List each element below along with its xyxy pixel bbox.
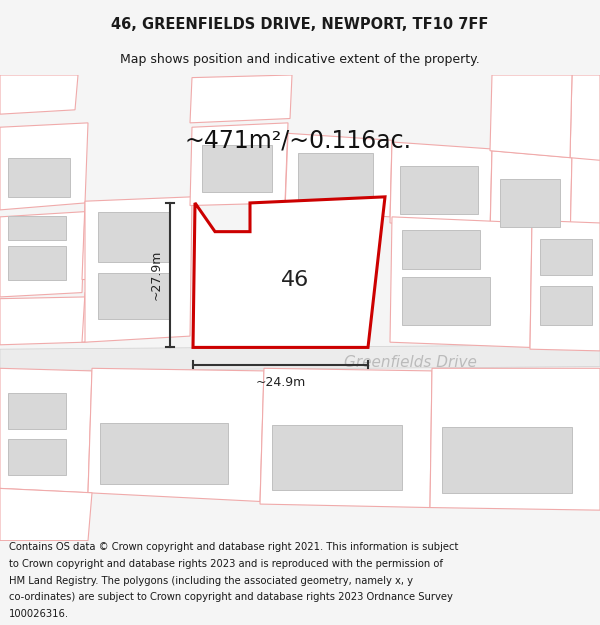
Bar	[8, 392, 66, 429]
Bar	[500, 179, 560, 228]
Text: Greenfields Drive: Greenfields Drive	[344, 355, 476, 370]
Polygon shape	[85, 197, 192, 342]
Polygon shape	[0, 75, 78, 114]
Polygon shape	[0, 297, 85, 345]
Bar	[8, 246, 66, 279]
Polygon shape	[193, 197, 385, 348]
Bar	[540, 239, 592, 275]
Bar	[98, 273, 170, 319]
Bar	[442, 428, 572, 493]
Polygon shape	[390, 142, 492, 232]
Bar	[8, 158, 70, 197]
Bar	[400, 166, 478, 214]
Polygon shape	[0, 345, 600, 371]
Polygon shape	[260, 368, 432, 508]
Text: HM Land Registry. The polygons (including the associated geometry, namely x, y: HM Land Registry. The polygons (includin…	[9, 576, 413, 586]
Text: ~27.9m: ~27.9m	[149, 250, 163, 301]
Text: Map shows position and indicative extent of the property.: Map shows position and indicative extent…	[120, 53, 480, 66]
Polygon shape	[0, 368, 92, 493]
Polygon shape	[490, 75, 572, 158]
Polygon shape	[490, 151, 572, 243]
Polygon shape	[430, 368, 600, 510]
Text: co-ordinates) are subject to Crown copyright and database rights 2023 Ordnance S: co-ordinates) are subject to Crown copyr…	[9, 592, 453, 602]
Bar	[402, 277, 490, 325]
Bar	[8, 439, 66, 476]
Bar	[540, 286, 592, 325]
Polygon shape	[390, 217, 532, 348]
Polygon shape	[570, 75, 600, 160]
Bar	[202, 144, 272, 192]
Text: ~471m²/~0.116ac.: ~471m²/~0.116ac.	[185, 128, 412, 152]
Bar	[272, 425, 402, 490]
Bar	[8, 216, 66, 241]
Polygon shape	[530, 221, 600, 351]
Polygon shape	[0, 123, 88, 210]
Bar	[98, 212, 170, 262]
Text: 100026316.: 100026316.	[9, 609, 69, 619]
Bar	[402, 230, 480, 269]
Polygon shape	[82, 201, 180, 279]
Polygon shape	[82, 279, 178, 342]
Polygon shape	[190, 123, 288, 206]
Bar	[298, 153, 373, 201]
Text: to Crown copyright and database rights 2023 and is reproduced with the permissio: to Crown copyright and database rights 2…	[9, 559, 443, 569]
Polygon shape	[88, 368, 264, 501]
Text: Contains OS data © Crown copyright and database right 2021. This information is : Contains OS data © Crown copyright and d…	[9, 542, 458, 552]
Polygon shape	[190, 75, 292, 123]
Polygon shape	[0, 488, 92, 541]
Text: ~24.9m: ~24.9m	[256, 376, 305, 389]
Text: 46, GREENFIELDS DRIVE, NEWPORT, TF10 7FF: 46, GREENFIELDS DRIVE, NEWPORT, TF10 7FF	[112, 17, 488, 32]
Polygon shape	[570, 155, 600, 249]
Text: 46: 46	[281, 269, 309, 289]
Polygon shape	[285, 133, 392, 217]
Bar	[100, 423, 228, 484]
Polygon shape	[0, 212, 85, 297]
